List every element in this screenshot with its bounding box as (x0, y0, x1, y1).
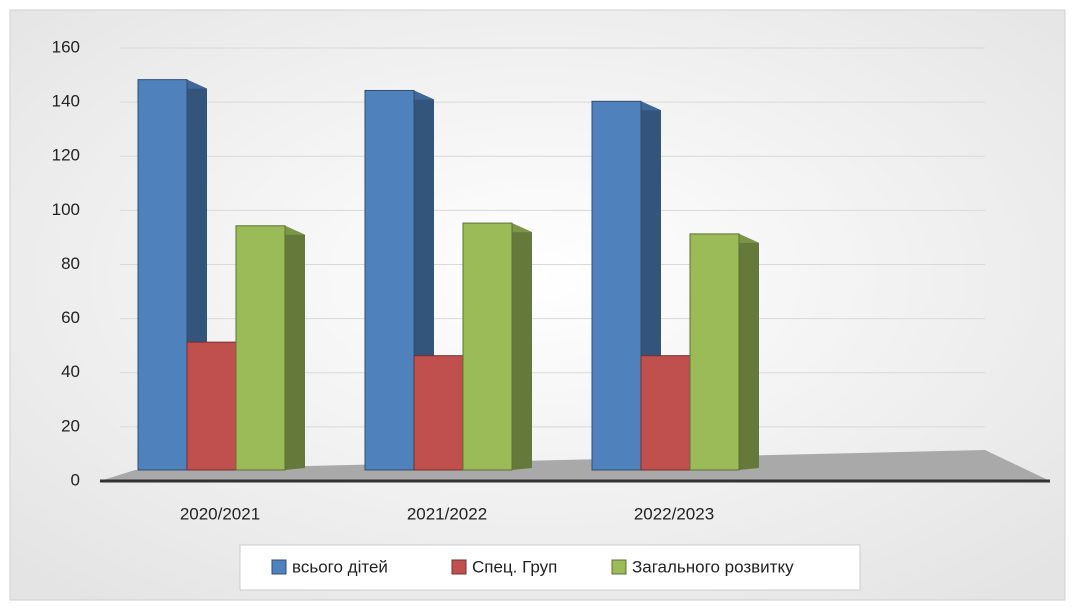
legend-swatch (271, 559, 287, 575)
y-tick-label: 160 (52, 37, 80, 56)
legend-swatch (451, 559, 467, 575)
bar (462, 222, 513, 471)
x-tick-label: 2022/2023 (634, 504, 714, 523)
bar (413, 355, 464, 471)
y-tick-label: 100 (52, 200, 80, 219)
legend-swatch (611, 559, 627, 575)
bar (235, 225, 286, 471)
y-tick-label: 60 (61, 308, 80, 327)
y-tick-label: 80 (61, 254, 80, 273)
x-tick-label: 2021/2022 (407, 504, 487, 523)
bar (364, 89, 415, 471)
legend-box (239, 544, 861, 591)
legend-label: Спец. Груп (472, 557, 557, 576)
bar-side (285, 225, 305, 470)
bar (689, 233, 740, 471)
floor (100, 450, 1050, 481)
legend-label: всього дітей (292, 557, 388, 576)
bar-side (512, 223, 532, 470)
bar (640, 355, 691, 471)
legend-label: Загального розвитку (632, 557, 794, 576)
y-tick-label: 120 (52, 146, 80, 165)
bar (591, 100, 642, 471)
y-tick-label: 0 (71, 470, 80, 489)
bar (137, 79, 188, 471)
x-tick-label: 2020/2021 (180, 504, 260, 523)
y-tick-label: 140 (52, 92, 80, 111)
bar-side (739, 233, 759, 470)
y-tick-label: 20 (61, 416, 80, 435)
y-tick-label: 40 (61, 362, 80, 381)
bar (186, 341, 237, 471)
